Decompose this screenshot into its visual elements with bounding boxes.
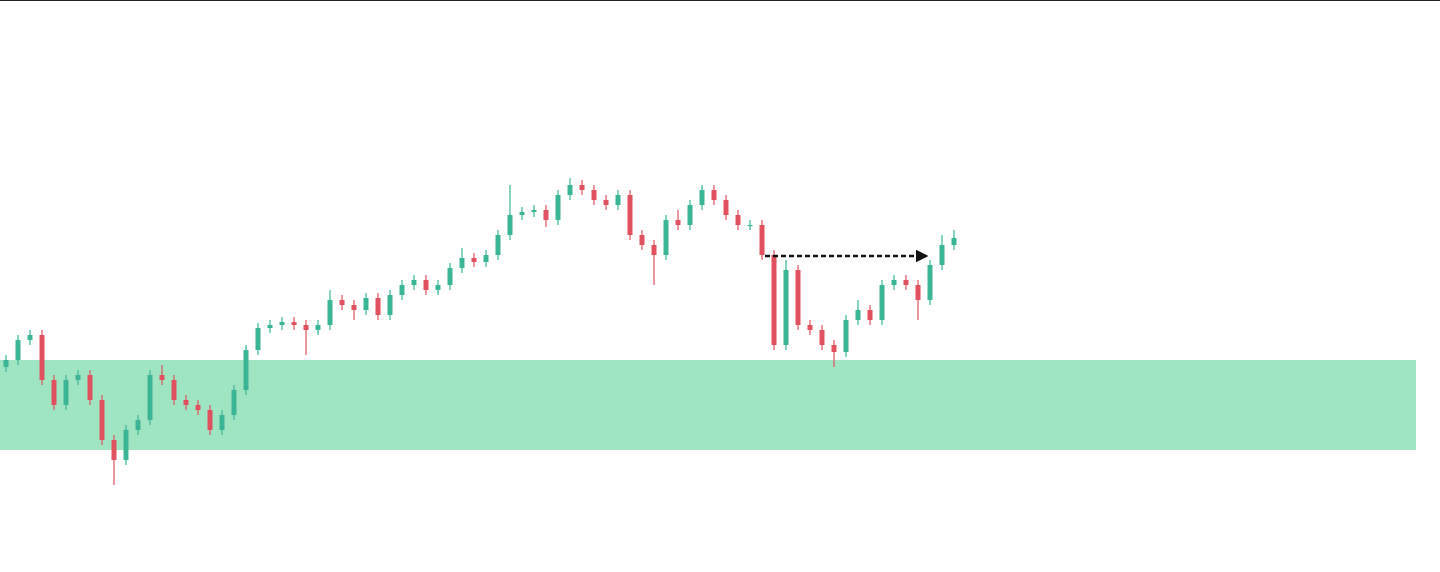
candle-body — [723, 200, 729, 215]
candle-body — [447, 268, 453, 285]
candle-body — [303, 325, 309, 330]
zone-layer — [0, 360, 1416, 450]
candle-body — [687, 205, 693, 225]
candle-body — [471, 258, 477, 262]
candle-layer — [3, 178, 957, 485]
candle-body — [279, 322, 285, 325]
candle-body — [39, 335, 45, 380]
candle-body — [459, 258, 465, 268]
candle-body — [843, 320, 849, 352]
candle-body — [399, 285, 405, 295]
candle-body — [387, 295, 393, 315]
candle-body — [207, 410, 213, 430]
candle-body — [783, 270, 789, 345]
candle-body — [903, 280, 909, 285]
candle-body — [579, 185, 585, 190]
candle-body — [375, 298, 381, 315]
candle-body — [123, 430, 129, 460]
candle-body — [159, 375, 165, 380]
candle-body — [51, 380, 57, 405]
candle-body — [267, 325, 273, 328]
candle-body — [699, 190, 705, 205]
candle-body — [747, 225, 753, 227]
candle-body — [735, 215, 741, 225]
candle-body — [591, 190, 597, 200]
candle-body — [567, 185, 573, 195]
candle-body — [627, 195, 633, 235]
candle-body — [3, 360, 9, 367]
candle-body — [87, 375, 93, 400]
candle-body — [711, 190, 717, 200]
candle-body — [819, 330, 825, 345]
candle-body — [147, 375, 153, 420]
candle-body — [291, 322, 297, 325]
candle-body — [771, 255, 777, 345]
candle-body — [939, 245, 945, 265]
candle-body — [363, 298, 369, 310]
candle-body — [543, 210, 549, 220]
candle-body — [219, 415, 225, 430]
candle-body — [255, 328, 261, 350]
candle-body — [111, 440, 117, 460]
candle-body — [507, 215, 513, 235]
candle-body — [891, 280, 897, 285]
candle-body — [351, 305, 357, 310]
candle-body — [171, 380, 177, 400]
candle-body — [615, 195, 621, 205]
candle-body — [63, 380, 69, 405]
candle-body — [603, 200, 609, 205]
candle-body — [411, 280, 417, 285]
candle-body — [231, 390, 237, 415]
zone — [0, 360, 1416, 450]
candle-body — [243, 350, 249, 390]
candle-body — [675, 220, 681, 225]
candle-body — [759, 225, 765, 255]
candle-body — [795, 270, 801, 325]
candle-body — [315, 325, 321, 330]
candle-body — [183, 400, 189, 405]
candle-body — [423, 280, 429, 290]
candle-body — [99, 400, 105, 440]
candle-body — [27, 335, 33, 340]
candle-body — [867, 310, 873, 320]
candle-body — [555, 195, 561, 220]
candle-body — [435, 285, 441, 290]
candle-body — [855, 310, 861, 320]
candle-body — [495, 235, 501, 255]
candle-body — [915, 285, 921, 300]
candle-body — [483, 255, 489, 262]
candle-body — [531, 210, 537, 212]
candle-body — [135, 420, 141, 430]
candle-body — [831, 345, 837, 352]
candle-body — [195, 405, 201, 410]
candle-body — [327, 300, 333, 325]
candle-body — [639, 235, 645, 245]
candle-body — [651, 245, 657, 255]
candle-body — [951, 238, 957, 245]
candle-body — [879, 285, 885, 320]
candle-body — [339, 300, 345, 305]
candle-body — [15, 340, 21, 360]
candle-body — [807, 325, 813, 330]
candle-body — [663, 220, 669, 255]
candle-body — [75, 375, 81, 380]
candle-body — [927, 265, 933, 300]
candle-body — [519, 212, 525, 215]
